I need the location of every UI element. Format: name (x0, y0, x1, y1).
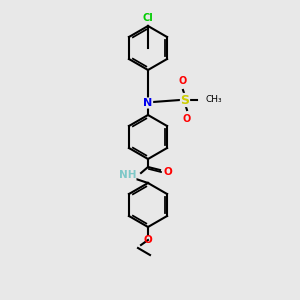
Text: CH₃: CH₃ (205, 95, 222, 104)
Text: O: O (144, 235, 152, 245)
Text: O: O (179, 76, 187, 86)
Text: O: O (164, 167, 173, 177)
Text: S: S (181, 94, 190, 106)
Text: Cl: Cl (142, 13, 153, 23)
Text: N: N (143, 98, 153, 108)
Text: O: O (183, 114, 191, 124)
Text: NH: NH (118, 170, 136, 180)
